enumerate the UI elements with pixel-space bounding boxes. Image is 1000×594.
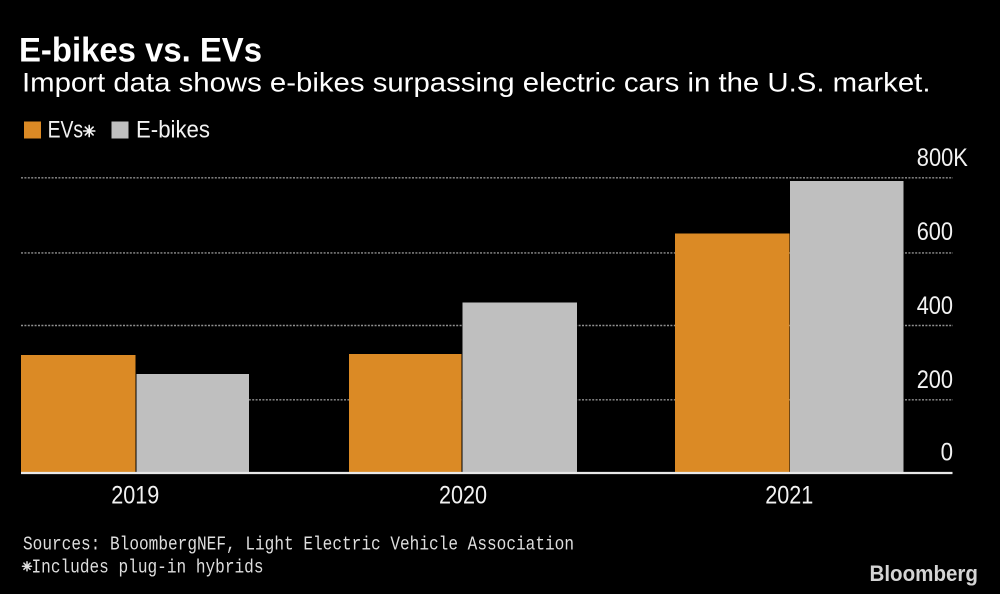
svg-text:Includes plug-in hybrids: Includes plug-in hybrids <box>32 556 264 578</box>
svg-text:EVs: EVs <box>48 116 84 143</box>
svg-text:200: 200 <box>917 367 953 394</box>
svg-text:E-bikes: E-bikes <box>136 116 210 143</box>
svg-text:800K: 800K <box>917 145 968 172</box>
svg-text:2020: 2020 <box>439 483 487 510</box>
svg-text:Bloomberg: Bloomberg <box>870 561 979 586</box>
svg-text:2021: 2021 <box>765 483 813 510</box>
svg-text:0: 0 <box>941 439 953 466</box>
svg-text:Import data shows e-bikes surp: Import data shows e-bikes surpassing ele… <box>22 67 931 97</box>
svg-text:400: 400 <box>917 293 953 320</box>
svg-text:E-bikes vs. EVs: E-bikes vs. EVs <box>19 32 262 70</box>
svg-text:Sources: BloombergNEF, Light E: Sources: BloombergNEF, Light Electric Ve… <box>23 534 574 556</box>
svg-text:600: 600 <box>917 219 953 246</box>
svg-text:2019: 2019 <box>111 483 159 510</box>
